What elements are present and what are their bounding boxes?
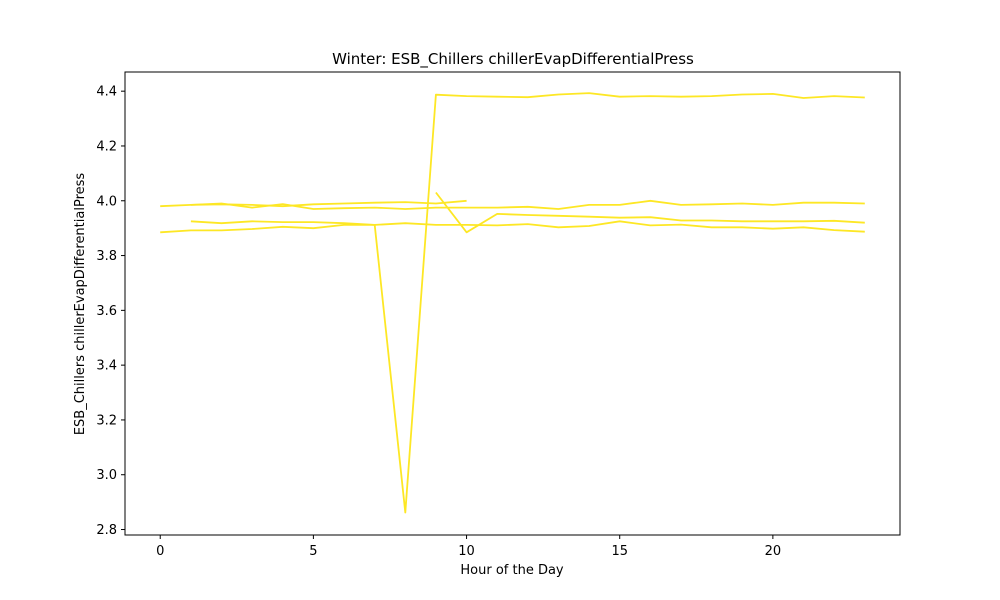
y-tick-label: 3.0: [96, 468, 117, 483]
plot-frame: [124, 71, 901, 536]
y-tick-label: 4.2: [96, 139, 117, 154]
y-tick-label: 3.4: [96, 359, 117, 374]
x-tick-label: 10: [458, 544, 475, 559]
y-tick-label: 3.6: [96, 304, 117, 319]
x-tick-label: 0: [156, 544, 164, 559]
y-tick-label: 3.2: [96, 413, 117, 428]
y-tick-label: 3.8: [96, 249, 117, 264]
x-axis-label: Hour of the Day: [460, 563, 564, 578]
series-line-3: [190, 199, 865, 210]
y-tick-label: 4.0: [96, 194, 117, 209]
x-tick-label: 5: [309, 544, 317, 559]
y-tick-label: 4.4: [96, 85, 117, 100]
x-tick-label: 15: [611, 544, 628, 559]
y-axis-label: ESB_Chillers chillerEvapDifferentialPres…: [73, 173, 88, 436]
series-line-4: [190, 92, 865, 514]
y-axis: 2.8 3.0 3.2 3.4 3.6 3.8 4.0 4.2 4.4: [96, 85, 125, 538]
series-layer: [160, 92, 865, 514]
x-tick-label: 20: [765, 544, 782, 559]
series-line-5: [435, 191, 865, 234]
y-tick-label: 2.8: [96, 523, 117, 538]
series-line-1: [160, 220, 865, 234]
chart-title: Winter: ESB_Chillers chillerEvapDifferen…: [332, 50, 694, 69]
x-axis: 0 5 10 15 20: [156, 535, 781, 559]
